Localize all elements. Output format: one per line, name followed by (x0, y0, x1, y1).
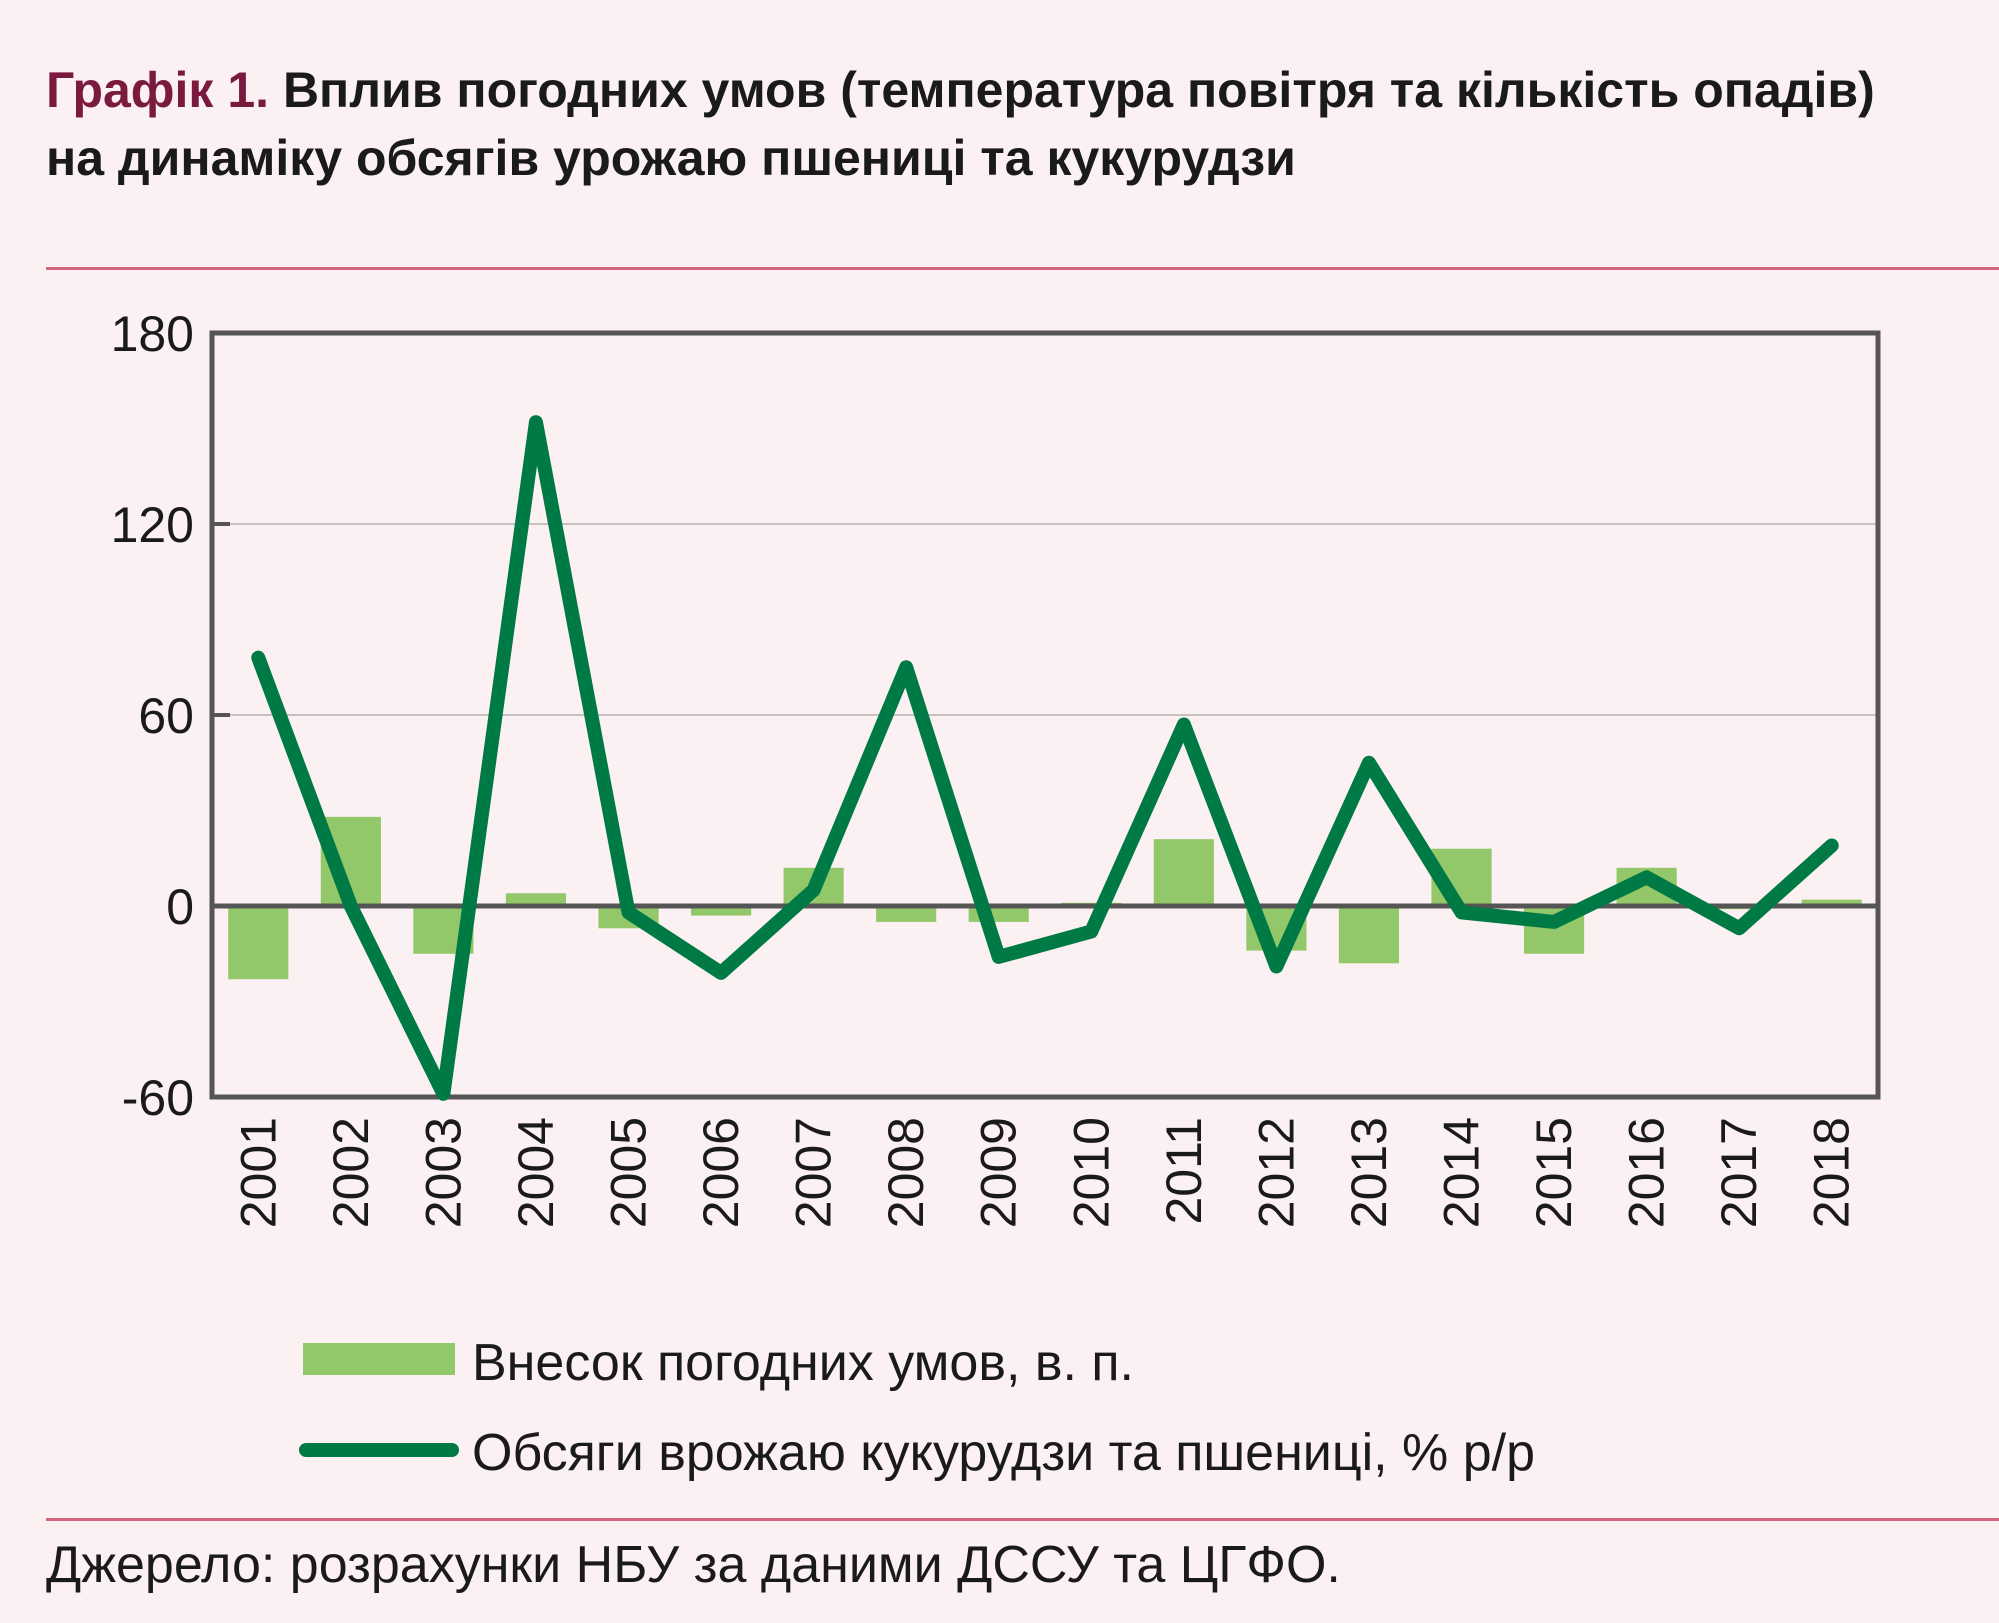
x-tick-label: 2003 (415, 1117, 471, 1228)
y-tick-label: 60 (138, 688, 194, 744)
x-tick-label: 2013 (1341, 1117, 1397, 1228)
x-tick-label: 2012 (1248, 1117, 1304, 1228)
chart-title-text: Вплив погодних умов (температура повітря… (46, 62, 1875, 186)
line-point-2005 (627, 911, 630, 914)
y-tick-label: -60 (122, 1070, 194, 1126)
x-tick-label: 2008 (878, 1117, 934, 1228)
line-point-2002 (349, 905, 352, 907)
line-point-2012 (1275, 965, 1278, 968)
y-tick-label: 120 (111, 497, 194, 553)
plot-frame (209, 330, 1881, 1100)
line-point-2008 (905, 666, 908, 669)
chart: -60 0 60 120 180 2001 2002 2003 2004 2005 2006 2007… (111, 306, 1881, 1482)
top-divider (46, 267, 1999, 270)
x-tick-label: 2006 (693, 1117, 749, 1228)
line-point-2014 (1460, 911, 1463, 914)
x-tick-label: 2009 (971, 1117, 1027, 1228)
bar-2001 (228, 906, 289, 980)
x-tick-label: 2004 (508, 1117, 564, 1228)
x-tick-label: 2001 (230, 1117, 286, 1228)
bar-2006 (690, 906, 752, 916)
legend-bar-label: Внесок погодних умов, в. п. (472, 1334, 1134, 1392)
x-tick-label: 2015 (1526, 1117, 1582, 1228)
line-point-2010 (1090, 930, 1093, 933)
legend-bar-swatch (303, 1343, 455, 1375)
x-tick-label: 2005 (601, 1117, 657, 1228)
x-tick-label: 2017 (1711, 1117, 1767, 1228)
line-point-2015 (1553, 920, 1556, 923)
line-point-2003 (442, 1092, 445, 1095)
source-note: Джерело: розрахунки НБУ за даними ДССУ т… (46, 1536, 1341, 1594)
x-tick-label: 2002 (323, 1117, 379, 1228)
line-point-2009 (997, 955, 1000, 958)
x-tick-label: 2014 (1434, 1117, 1490, 1228)
x-tick-label: 2010 (1063, 1117, 1119, 1228)
chart-number: Графік 1. (46, 62, 270, 118)
bar-2013 (1338, 906, 1400, 964)
line-point-2017 (1738, 927, 1741, 930)
bar-2008 (876, 906, 937, 922)
bar-2011 (1153, 839, 1214, 906)
chart-title: Графік 1. Вплив погодних умов (температу… (46, 56, 1946, 192)
bar-2018 (1801, 899, 1862, 906)
y-tick-label: 0 (166, 879, 194, 935)
x-tick-label: 2016 (1619, 1117, 1675, 1228)
x-tick-label: 2007 (786, 1117, 842, 1228)
line-point-2018 (1830, 844, 1833, 847)
line-point-2016 (1645, 876, 1648, 879)
line-point-2007 (812, 889, 815, 892)
x-tick-label: 2018 (1804, 1117, 1860, 1228)
y-tick-label: 180 (111, 306, 194, 362)
legend-line-label: Обсяги врожаю кукурудзи та пшениці, % р/… (472, 1424, 1535, 1482)
bar-2004 (505, 893, 567, 906)
line-point-2011 (1182, 723, 1185, 726)
bottom-divider (46, 1518, 1999, 1521)
line-point-2006 (720, 971, 723, 974)
line-point-2004 (534, 421, 537, 424)
line-series (251, 415, 1839, 1101)
line-point-2001 (257, 656, 260, 659)
line-point-2013 (1367, 761, 1370, 764)
x-tick-label: 2011 (1156, 1117, 1212, 1225)
